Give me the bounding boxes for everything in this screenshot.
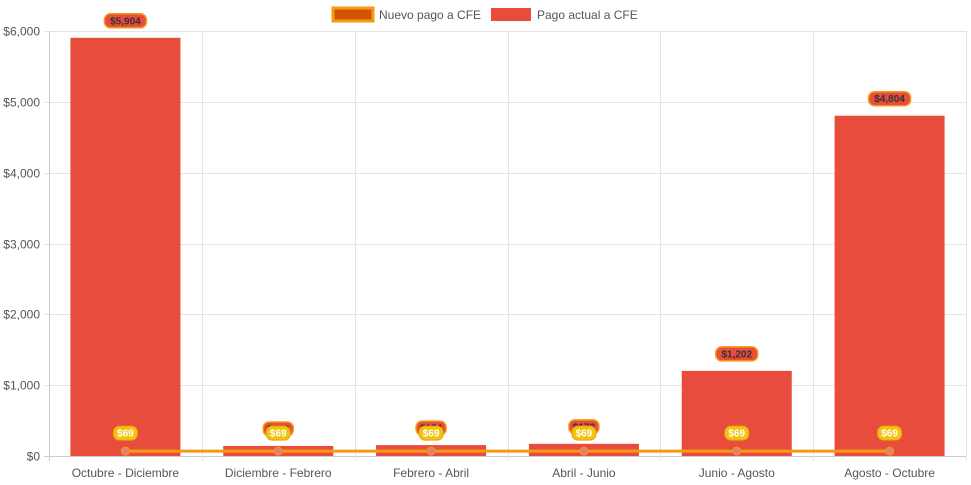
line-point <box>885 446 895 456</box>
legend-label-pago-actual[interactable]: Pago actual a CFE <box>537 8 638 22</box>
grid-lines <box>44 31 967 461</box>
x-tick-label: Diciembre - Febrero <box>225 466 332 480</box>
bar-series <box>70 37 945 457</box>
line-point <box>120 446 130 456</box>
x-tick-label: Octubre - Diciembre <box>72 466 180 480</box>
bar-value-label: $5,904 <box>110 16 141 27</box>
y-tick-label: $4,000 <box>3 167 40 181</box>
line-label-badge <box>112 425 138 441</box>
y-axis: $0 $1,000 $2,000 $3,000 $4,000 $5,000 $6,000 <box>3 25 40 464</box>
line-value-label: $69 <box>117 429 134 440</box>
y-tick-label: $1,000 <box>3 379 40 393</box>
line-label-badge <box>265 425 291 441</box>
bar-value-label: $1,202 <box>721 349 752 360</box>
bar-label-badge <box>867 90 912 107</box>
y-tick-label: $5,000 <box>3 96 40 110</box>
line-point <box>426 446 436 456</box>
legend-swatch-pago-actual[interactable] <box>491 8 531 21</box>
x-axis: Octubre - Diciembre Diciembre - Febrero Fe… <box>72 466 936 480</box>
legend-swatch-nuevo-pago[interactable] <box>331 6 375 23</box>
line-series <box>120 446 895 456</box>
x-tick-label: Junio - Agosto <box>699 466 775 480</box>
y-tick-label: $3,000 <box>3 238 40 252</box>
line-label-badge <box>724 425 750 441</box>
line-label-badge <box>571 425 597 441</box>
line-point <box>273 446 283 456</box>
y-tick-label: $2,000 <box>3 308 40 322</box>
line-value-label: $69 <box>423 429 440 440</box>
line-value-label: $69 <box>270 429 287 440</box>
bar-value-label: $4,804 <box>874 94 905 105</box>
bar <box>70 37 181 457</box>
x-tick-label: Abril - Junio <box>552 466 616 480</box>
bar <box>834 115 945 456</box>
line-value-label: $69 <box>576 429 593 440</box>
line-point <box>732 446 742 456</box>
line-value-label: $69 <box>881 429 898 440</box>
y-tick-label: $0 <box>27 450 41 464</box>
line-data-labels: $69 $69 $69 $69 $69 $69 <box>112 425 903 441</box>
line-point <box>579 446 589 456</box>
x-tick-label: Febrero - Abril <box>393 466 469 480</box>
line-value-label: $69 <box>728 429 745 440</box>
legend-label-nuevo-pago[interactable]: Nuevo pago a CFE <box>379 8 481 22</box>
y-tick-label: $6,000 <box>3 25 40 39</box>
legend: Nuevo pago a CFE Pago actual a CFE <box>331 6 638 23</box>
bar-label-badge <box>715 346 759 362</box>
line-label-badge <box>877 425 903 441</box>
line-label-badge <box>418 425 444 441</box>
bar-label-badge <box>103 13 148 29</box>
x-tick-label: Agosto - Octubre <box>844 466 935 480</box>
bar <box>681 370 792 456</box>
